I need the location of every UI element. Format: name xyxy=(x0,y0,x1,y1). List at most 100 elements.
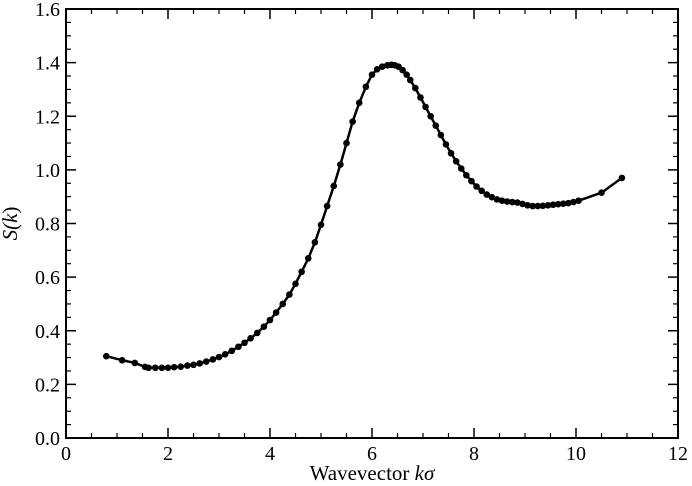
y-tick-label: 0.6 xyxy=(35,267,60,289)
x-tick-label: 8 xyxy=(469,443,479,465)
data-point xyxy=(337,161,344,168)
data-point xyxy=(317,221,325,229)
data-point xyxy=(311,238,319,246)
data-point xyxy=(503,198,511,205)
y-axis-label-variable: k xyxy=(0,213,22,223)
data-point xyxy=(292,280,299,288)
data-point xyxy=(412,84,419,92)
data-point xyxy=(330,182,338,190)
data-point xyxy=(417,94,424,101)
x-tick-label: 2 xyxy=(163,443,173,465)
data-point xyxy=(221,351,229,358)
data-point xyxy=(539,202,547,210)
data-point xyxy=(177,363,185,370)
y-tick-label: 0.2 xyxy=(35,374,60,396)
data-point xyxy=(524,201,531,209)
data-point xyxy=(355,99,363,107)
x-axis-label-variable: kσ xyxy=(415,461,436,485)
data-point xyxy=(618,174,626,182)
data-point xyxy=(452,157,460,165)
x-tick-label: 12 xyxy=(668,443,688,465)
plot-frame xyxy=(65,8,679,439)
data-point xyxy=(102,352,110,360)
y-axis-label-close: ) xyxy=(0,207,22,214)
series-line xyxy=(105,63,623,370)
x-tick-label: 10 xyxy=(566,443,586,465)
data-point xyxy=(247,334,254,342)
data-point xyxy=(488,193,496,201)
data-point xyxy=(554,200,562,208)
y-axis-label: S(k) xyxy=(0,207,22,241)
data-point xyxy=(559,200,567,207)
data-point xyxy=(209,356,217,363)
data-point xyxy=(422,103,429,111)
data-point xyxy=(202,358,210,365)
y-tick-label: 1.4 xyxy=(35,53,60,75)
x-axis-label-text: Wavevector xyxy=(310,461,415,485)
data-point xyxy=(514,199,521,206)
data-point xyxy=(598,189,605,196)
data-point xyxy=(190,361,197,369)
data-point xyxy=(235,343,242,351)
data-point xyxy=(228,347,236,355)
data-point xyxy=(215,353,223,361)
data-point xyxy=(427,112,434,120)
data-point xyxy=(493,196,501,203)
data-point xyxy=(266,316,274,324)
y-tick-label: 0.0 xyxy=(35,428,60,450)
data-point xyxy=(164,364,172,372)
x-tick-label: 4 xyxy=(265,443,275,465)
data-point xyxy=(447,149,455,157)
y-tick-label: 1.0 xyxy=(35,160,60,182)
data-point xyxy=(399,66,406,74)
data-point xyxy=(534,202,542,210)
y-axis-label-text: S( xyxy=(0,221,22,241)
data-point xyxy=(432,122,440,129)
x-tick-label: 0 xyxy=(61,443,71,465)
data-point xyxy=(241,339,248,347)
data-point xyxy=(279,300,287,308)
data-point xyxy=(286,291,293,298)
data-point xyxy=(437,131,445,139)
data-point xyxy=(298,268,305,276)
data-point xyxy=(483,191,491,198)
data-point xyxy=(349,118,356,125)
y-tick-label: 1.2 xyxy=(35,106,60,128)
x-axis-label: Wavevector kσ xyxy=(310,461,436,485)
data-point xyxy=(131,359,139,367)
data-point xyxy=(170,363,178,371)
data-point xyxy=(253,329,261,337)
data-point xyxy=(145,364,152,372)
data-point xyxy=(442,141,450,148)
data-point xyxy=(457,165,465,172)
data-point xyxy=(463,171,470,179)
data-point xyxy=(575,197,582,205)
data-series xyxy=(102,61,626,372)
data-point xyxy=(478,187,485,195)
data-point xyxy=(362,83,370,91)
data-point xyxy=(565,199,572,207)
data-point xyxy=(343,139,350,147)
data-point xyxy=(323,202,331,210)
y-tick-label: 0.4 xyxy=(35,321,60,343)
data-point xyxy=(549,201,557,209)
data-point xyxy=(368,71,376,78)
data-point xyxy=(519,200,526,208)
data-point xyxy=(184,362,191,369)
data-point xyxy=(272,309,280,316)
y-tick-label: 0.8 xyxy=(35,214,60,236)
data-point xyxy=(196,360,203,367)
data-point xyxy=(304,255,312,262)
y-tick-label: 1.6 xyxy=(35,0,60,21)
data-point xyxy=(544,201,552,209)
data-point xyxy=(260,323,268,331)
data-point xyxy=(473,183,480,190)
data-point xyxy=(403,71,410,78)
data-point xyxy=(158,364,166,372)
data-point xyxy=(498,197,506,205)
data-point xyxy=(508,198,516,206)
data-point xyxy=(378,63,386,70)
x-tick-label: 6 xyxy=(367,443,377,465)
data-point xyxy=(468,177,475,185)
